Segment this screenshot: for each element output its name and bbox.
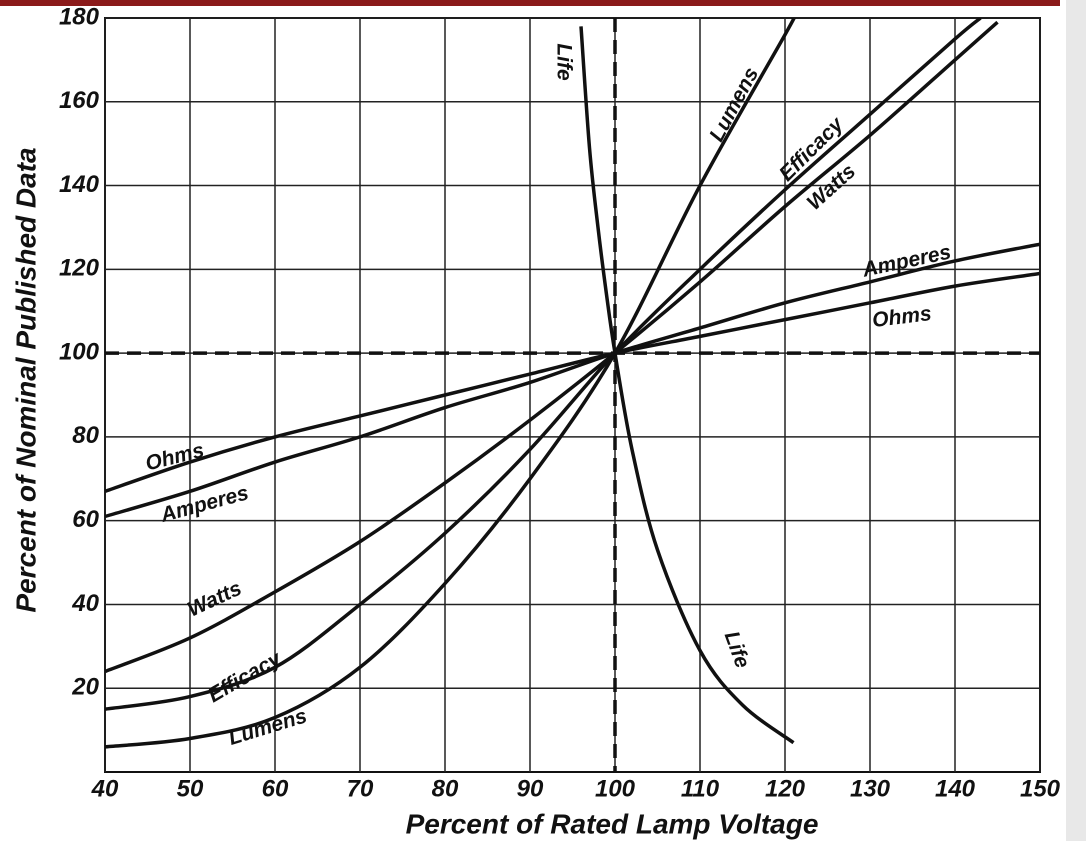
x-tick-label: 70	[347, 775, 374, 802]
x-tick-label: 130	[850, 775, 891, 802]
line	[105, 18, 982, 711]
x-tick-label: 40	[91, 775, 119, 802]
y-tick-label: 120	[59, 255, 100, 282]
y-axis-label: Percent of Nominal Published Data	[10, 147, 41, 612]
y-tick-label: 160	[59, 87, 100, 114]
curve-label: Ohms	[871, 302, 933, 332]
plot-frame	[104, 17, 1041, 773]
scrollbar	[1066, 0, 1086, 841]
curve-label: Efficacy	[204, 647, 286, 708]
y-tick-label: 80	[72, 422, 99, 449]
line	[105, 18, 797, 749]
x-tick-label: 80	[432, 775, 459, 802]
x-tick-label: 50	[177, 775, 204, 802]
x-tick-label: 120	[765, 775, 806, 802]
x-tick-label: 150	[1020, 775, 1061, 802]
y-tick-label: 40	[71, 590, 99, 617]
top-border	[0, 0, 1060, 6]
curve-label: Amperes	[859, 240, 953, 281]
curve-label: Ohms	[143, 439, 206, 476]
x-tick-label: 60	[262, 775, 289, 802]
y-tick-label: 60	[72, 506, 99, 533]
curve-label: Life	[552, 43, 575, 81]
x-axis-label: Percent of Rated Lamp Voltage	[406, 808, 819, 839]
x-tick-label: 90	[517, 775, 544, 802]
line	[105, 20, 999, 674]
x-tick-label: 100	[595, 775, 636, 802]
y-tick-label: 140	[59, 171, 100, 198]
line	[105, 271, 1040, 493]
y-tick-label: 100	[59, 338, 100, 365]
curve-label: Lumens	[705, 64, 763, 146]
y-tick-label: 20	[71, 674, 99, 701]
line	[579, 26, 795, 745]
y-tick-label: 180	[59, 3, 100, 30]
curve-label: Lumens	[226, 704, 310, 750]
x-tick-label: 110	[681, 775, 720, 802]
x-tick-label: 140	[935, 775, 976, 802]
line	[105, 242, 1040, 519]
curve-label: Life	[720, 628, 754, 671]
